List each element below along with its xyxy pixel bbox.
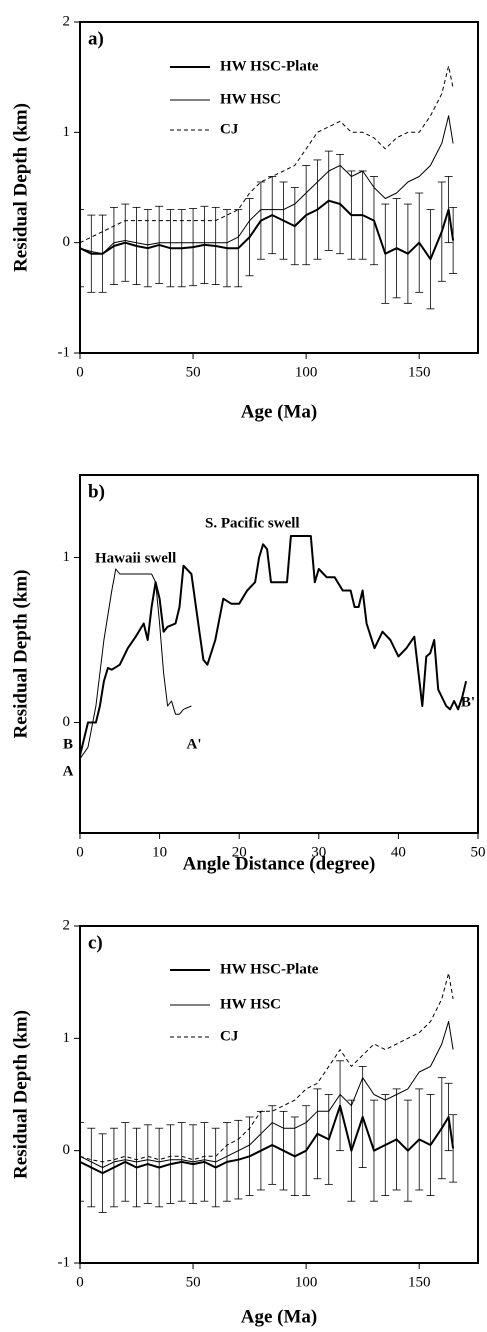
error-bar — [80, 1122, 84, 1202]
y-tick-label: 2 — [63, 917, 71, 933]
x-tick-label: 0 — [76, 1274, 84, 1290]
y-tick-label: 0 — [63, 1142, 71, 1158]
annotation: B — [63, 736, 73, 752]
x-tick-label: 30 — [311, 844, 326, 860]
legend-label: HW HSC-Plate — [220, 961, 319, 977]
annotation: B' — [461, 694, 475, 710]
data-line — [80, 568, 192, 760]
plot-frame — [79, 21, 479, 354]
x-tick-label: 100 — [295, 1274, 318, 1290]
y-tick-label: -1 — [58, 344, 71, 360]
x-tick-label: 20 — [232, 844, 247, 860]
y-axis-title: Residual Depth (km) — [10, 1010, 31, 1179]
x-axis-title: Age (Ma) — [241, 1306, 318, 1327]
y-tick-label: 0 — [63, 714, 71, 730]
x-axis-title: Age (Ma) — [241, 401, 318, 422]
plot-frame — [79, 925, 479, 1264]
x-tick-label: 100 — [295, 364, 318, 380]
plot-area — [80, 535, 468, 760]
y-axis-title: Residual Depth (km) — [10, 570, 31, 739]
y-axis-title: Residual Depth (km) — [10, 103, 31, 272]
annotation: A — [63, 763, 74, 779]
plot-area — [80, 972, 458, 1213]
panel-label: c) — [88, 932, 103, 953]
x-tick-label: 50 — [186, 1274, 201, 1290]
error-bar — [80, 209, 84, 288]
plot-frame — [79, 474, 479, 834]
x-axis-title: Angle Distance (degree) — [183, 853, 376, 874]
data-line — [80, 1104, 455, 1175]
panel-label: a) — [88, 28, 104, 49]
x-tick-label: 150 — [408, 364, 431, 380]
annotation: Hawaii swell — [95, 550, 176, 566]
annotation: A' — [187, 736, 202, 752]
x-tick-label: 10 — [152, 844, 167, 860]
annotation: S. Pacific swell — [205, 515, 300, 531]
legend-label: HW HSC-Plate — [220, 58, 319, 74]
data-line — [80, 115, 454, 255]
data-line — [80, 65, 454, 244]
y-tick-label: 1 — [63, 1030, 71, 1046]
y-tick-label: -1 — [58, 1254, 71, 1270]
y-tick-label: 2 — [63, 13, 71, 29]
data-line — [80, 199, 455, 261]
x-tick-label: 0 — [76, 844, 84, 860]
y-tick-label: 0 — [63, 234, 71, 250]
legend-label: HW HSC — [220, 996, 281, 1012]
x-tick-label: 150 — [408, 1274, 431, 1290]
y-tick-label: 1 — [63, 549, 71, 565]
plot-area — [80, 65, 458, 310]
error-bar — [449, 1114, 458, 1183]
data-line — [80, 535, 468, 756]
data-line — [80, 1021, 454, 1168]
legend-label: CJ — [220, 121, 239, 137]
x-tick-label: 50 — [471, 844, 486, 860]
legend-label: CJ — [220, 1028, 239, 1044]
data-line — [80, 972, 454, 1163]
x-tick-label: 40 — [391, 844, 406, 860]
panel-label: b) — [88, 481, 105, 502]
legend-label: HW HSC — [220, 91, 281, 107]
x-tick-label: 50 — [186, 364, 201, 380]
y-tick-label: 1 — [63, 124, 71, 140]
x-tick-label: 0 — [76, 364, 84, 380]
